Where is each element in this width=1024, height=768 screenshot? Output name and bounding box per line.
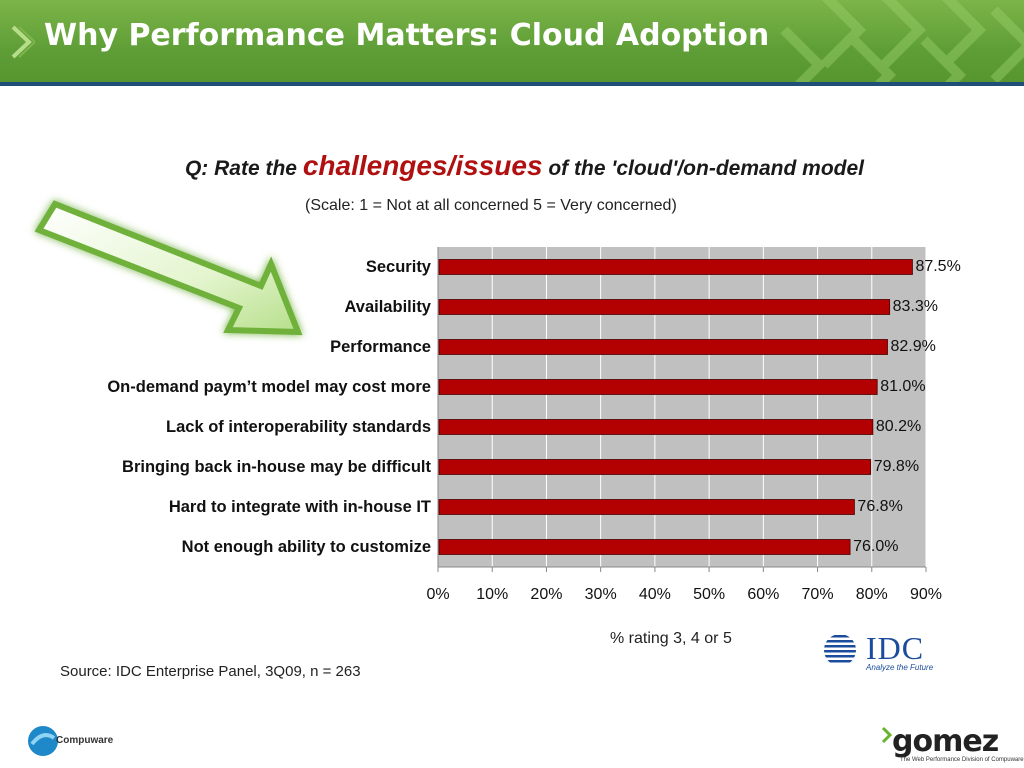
category-label: Availability [344,298,431,316]
tick-label: 50% [693,586,726,603]
value-label: 87.5% [915,258,961,275]
gomez-logo-text: gomez [892,724,999,759]
bar [438,459,872,475]
x-axis-label: % rating 3, 4 or 5 [610,630,732,647]
category-label: Bringing back in-house may be difficult [122,458,431,476]
category-label: Hard to integrate with in-house IT [168,498,431,516]
value-label: 83.3% [892,298,939,315]
value-label: 76.0% [853,538,899,555]
gomez-chevron-icon [881,726,893,744]
chart-title-emphasis: challenges/issues [302,150,543,181]
idc-logo-text: IDC [866,630,925,666]
value-label: 76.8% [857,498,903,515]
bar [438,299,891,315]
header-chevron-icon [11,25,35,59]
tick-label: 0% [426,586,450,603]
slide-header: Why Performance Matters: Cloud Adoption [0,0,1024,82]
header-chevrons-decoration [780,0,1024,82]
bar [438,419,874,435]
chart-subtitle: (Scale: 1 = Not at all concerned 5 = Ver… [305,197,677,214]
category-label: Performance [330,338,431,356]
tick-label: 40% [638,586,671,603]
value-label: 80.2% [875,418,922,435]
category-label: Not enough ability to customize [181,538,431,556]
chart-title-suffix: of the 'cloud'/on-demand model [548,157,865,180]
bar [438,539,851,555]
bar [438,379,878,395]
tick-label: 30% [584,586,617,603]
category-label: Lack of interoperability standards [166,418,431,436]
tick-label: 70% [801,586,834,603]
chart-title-prefix: Q: Rate the [184,157,297,180]
plot-area [438,247,926,567]
header-stripe [0,82,1024,86]
tick-label: 60% [747,586,780,603]
category-label: On-demand paym’t model may cost more [107,378,431,396]
idc-globe-icon [824,635,856,663]
compuware-logo-icon [28,726,58,756]
slide-title: Why Performance Matters: Cloud Adoption [44,18,770,53]
idc-tagline: Analyze the Future [866,663,934,672]
bar [438,259,913,275]
tick-label: 20% [530,586,563,603]
tick-label: 90% [909,586,943,603]
highlight-arrow-icon [34,200,303,336]
category-label: Security [365,258,431,276]
value-label: 82.9% [890,338,936,355]
value-label: 81.0% [880,378,926,395]
bar [438,499,855,515]
bar [438,339,888,355]
gomez-tagline: The Web Performance Division of Compuwar… [900,757,1024,763]
chart-title: Q: Rate the challenges/issues of the 'cl… [0,150,1024,182]
compuware-logo-text: Compuware [56,735,114,746]
source-note: Source: IDC Enterprise Panel, 3Q09, n = … [60,663,361,680]
tick-label: 10% [476,586,509,603]
value-label: 79.8% [873,458,920,475]
tick-label: 80% [855,586,888,603]
